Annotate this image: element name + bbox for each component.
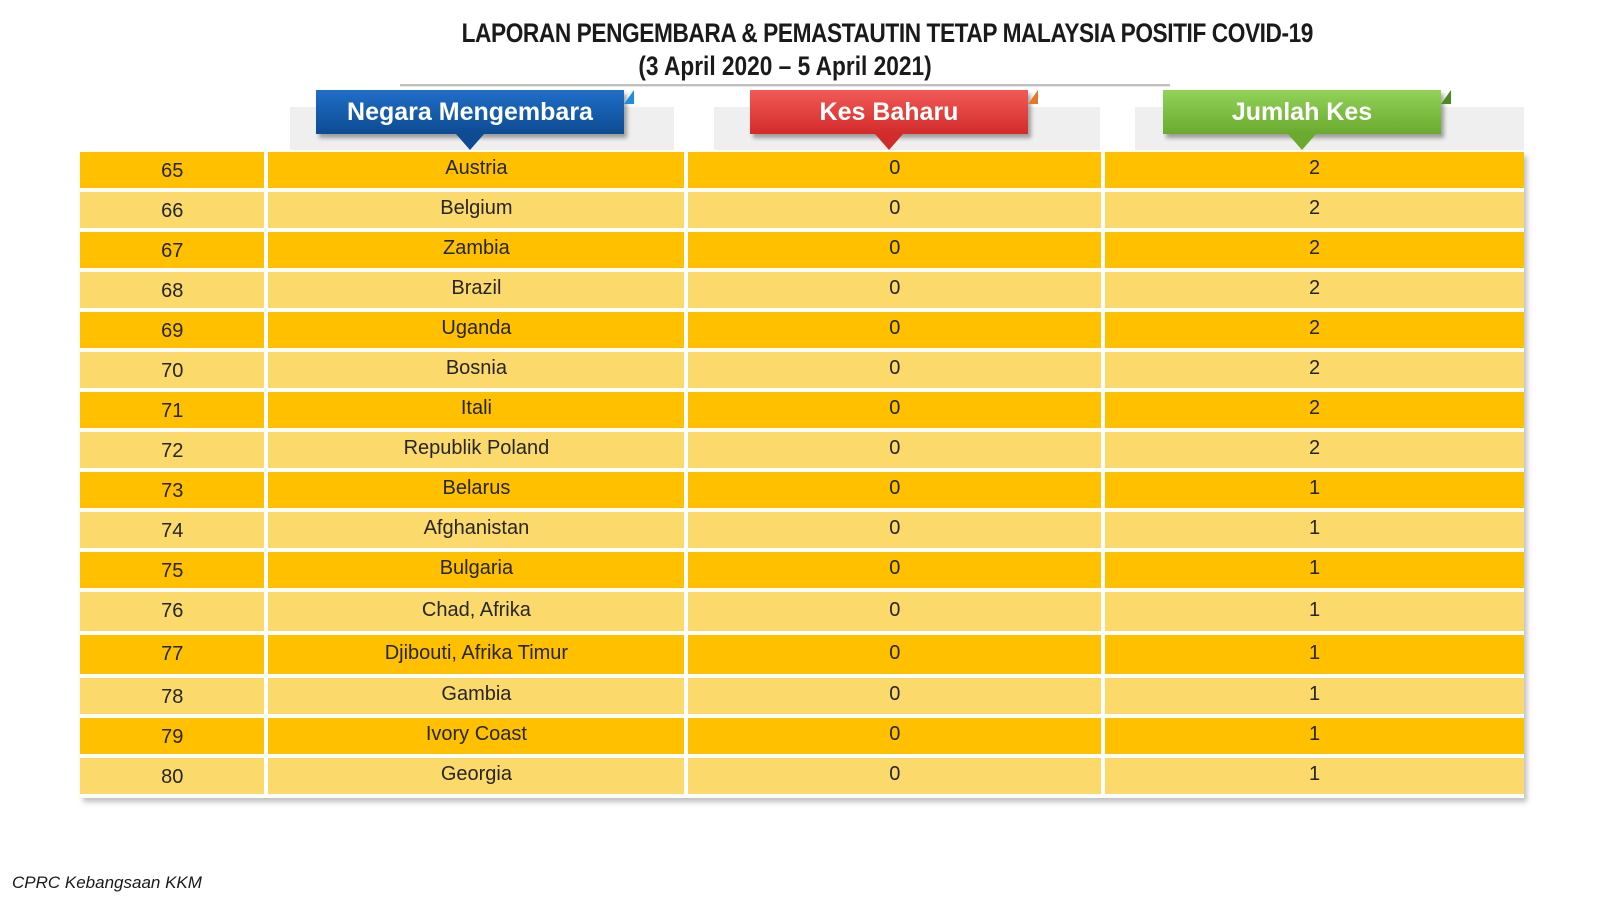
- new-cases-cell: 0: [688, 512, 1102, 548]
- row-number: 72: [80, 432, 265, 468]
- new-cases-cell: 0: [688, 635, 1102, 674]
- title-date-range: (3 April 2020 – 5 April 2021): [638, 51, 932, 81]
- new-cases-cell: 0: [688, 312, 1102, 348]
- row-number: 76: [80, 592, 265, 631]
- row-number: 78: [80, 678, 265, 714]
- row-number: 79: [80, 718, 265, 754]
- total-cases-cell: 1: [1105, 472, 1524, 508]
- new-cases-cell: 0: [688, 718, 1102, 754]
- country-cell: Republik Poland: [268, 432, 685, 468]
- country-cell: Belarus: [268, 472, 685, 508]
- total-cases-cell: 1: [1105, 552, 1524, 588]
- new-cases-cell: 0: [688, 432, 1102, 468]
- total-cases-cell: 2: [1105, 232, 1524, 268]
- new-cases-cell: 0: [688, 352, 1102, 388]
- country-cell: Bosnia: [268, 352, 685, 388]
- table-row: 70 Bosnia 0 2: [80, 352, 1524, 388]
- table-row: 71 Itali 0 2: [80, 392, 1524, 428]
- new-cases-cell: 0: [688, 678, 1102, 714]
- row-number: 69: [80, 312, 265, 348]
- total-cases-cell: 2: [1105, 192, 1524, 228]
- country-cell: Djibouti, Afrika Timur: [268, 635, 685, 674]
- header-new-cases-label: Kes Baharu: [819, 98, 959, 126]
- table-row: 80 Georgia 0 1: [80, 758, 1524, 794]
- total-cases-cell: 1: [1105, 678, 1524, 714]
- table-row: 68 Brazil 0 2: [80, 272, 1524, 308]
- total-cases-cell: 1: [1105, 718, 1524, 754]
- row-number: 77: [80, 635, 265, 674]
- new-cases-cell: 0: [688, 232, 1102, 268]
- country-cell: Bulgaria: [268, 552, 685, 588]
- total-cases-cell: 1: [1105, 758, 1524, 794]
- header-country: Negara Mengembara: [316, 90, 634, 150]
- report-title: LAPORAN PENGEMBARA & PEMASTAUTIN TETAP M…: [400, 18, 1314, 82]
- table-row: 77 Djibouti, Afrika Timur 0 1: [80, 635, 1524, 674]
- country-cell: Ivory Coast: [268, 718, 685, 754]
- total-cases-cell: 1: [1105, 635, 1524, 674]
- total-cases-cell: 2: [1105, 312, 1524, 348]
- row-number: 70: [80, 352, 265, 388]
- table-row: 76 Chad, Afrika 0 1: [80, 592, 1524, 631]
- country-cell: Uganda: [268, 312, 685, 348]
- row-number: 67: [80, 232, 265, 268]
- row-number: 74: [80, 512, 265, 548]
- table-row: 72 Republik Poland 0 2: [80, 432, 1524, 468]
- cases-table: 65 Austria 0 2 66 Belgium 0 2 67 Zambia 0 2 68 Brazil…: [80, 152, 1524, 798]
- new-cases-cell: 0: [688, 592, 1102, 631]
- country-cell: Gambia: [268, 678, 685, 714]
- table-row: 65 Austria 0 2: [80, 152, 1524, 188]
- table-row: 73 Belarus 0 1: [80, 472, 1524, 508]
- header-total-cases: Jumlah Kes: [1163, 90, 1451, 150]
- country-cell: Georgia: [268, 758, 685, 794]
- table-row: 79 Ivory Coast 0 1: [80, 718, 1524, 754]
- total-cases-cell: 2: [1105, 152, 1524, 188]
- header-total-cases-label: Jumlah Kes: [1231, 98, 1373, 126]
- country-cell: Austria: [268, 152, 685, 188]
- row-number: 71: [80, 392, 265, 428]
- total-cases-cell: 2: [1105, 272, 1524, 308]
- table-row: 75 Bulgaria 0 1: [80, 552, 1524, 588]
- country-cell: Zambia: [268, 232, 685, 268]
- table-row: 67 Zambia 0 2: [80, 232, 1524, 268]
- total-cases-cell: 2: [1105, 392, 1524, 428]
- header-new-cases: Kes Baharu: [750, 90, 1038, 150]
- country-cell: Brazil: [268, 272, 685, 308]
- new-cases-cell: 0: [688, 392, 1102, 428]
- total-cases-cell: 1: [1105, 512, 1524, 548]
- row-number: 66: [80, 192, 265, 228]
- row-number: 73: [80, 472, 265, 508]
- new-cases-cell: 0: [688, 472, 1102, 508]
- footer-source: CPRC Kebangsaan KKM: [12, 873, 202, 892]
- table-row: 66 Belgium 0 2: [80, 192, 1524, 228]
- country-cell: Chad, Afrika: [268, 592, 685, 631]
- row-number: 65: [80, 152, 265, 188]
- row-number: 75: [80, 552, 265, 588]
- total-cases-cell: 2: [1105, 432, 1524, 468]
- table-row: 69 Uganda 0 2: [80, 312, 1524, 348]
- new-cases-cell: 0: [688, 192, 1102, 228]
- total-cases-cell: 1: [1105, 592, 1524, 631]
- row-number: 80: [80, 758, 265, 794]
- new-cases-cell: 0: [688, 152, 1102, 188]
- title-main: LAPORAN PENGEMBARA & PEMASTAUTIN TETAP M…: [461, 18, 1314, 48]
- table-row: 78 Gambia 0 1: [80, 678, 1524, 714]
- title-divider: [400, 84, 1170, 87]
- country-cell: Afghanistan: [268, 512, 685, 548]
- country-cell: Itali: [268, 392, 685, 428]
- table-row: 74 Afghanistan 0 1: [80, 512, 1524, 548]
- new-cases-cell: 0: [688, 272, 1102, 308]
- new-cases-cell: 0: [688, 552, 1102, 588]
- header-country-label: Negara Mengembara: [347, 98, 593, 126]
- country-cell: Belgium: [268, 192, 685, 228]
- new-cases-cell: 0: [688, 758, 1102, 794]
- total-cases-cell: 2: [1105, 352, 1524, 388]
- row-number: 68: [80, 272, 265, 308]
